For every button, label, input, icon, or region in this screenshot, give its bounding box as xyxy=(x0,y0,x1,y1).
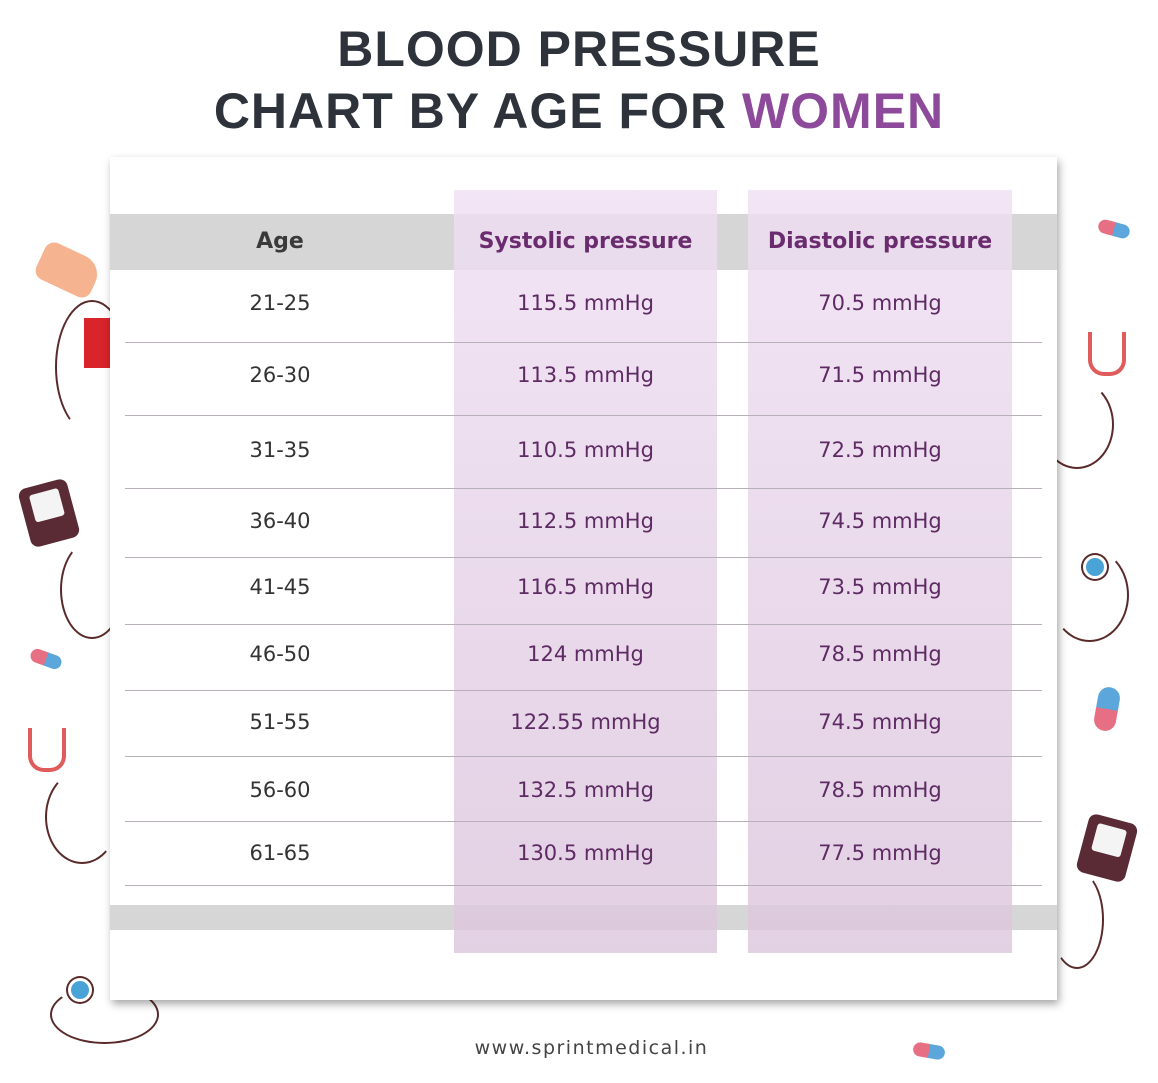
row-divider xyxy=(125,821,1042,822)
stethoscope-tube xyxy=(50,985,159,1044)
bp-table-card: Age Systolic pressure Diastolic pressure… xyxy=(110,157,1057,1000)
age-cell: 21-25 xyxy=(249,291,311,315)
title-accent: WOMEN xyxy=(741,83,945,139)
row-divider xyxy=(125,756,1042,757)
diastolic-cell: 72.5 mmHg xyxy=(818,438,942,462)
row-divider xyxy=(125,415,1042,416)
age-cell: 41-45 xyxy=(249,575,311,599)
systolic-column-highlight xyxy=(454,190,717,953)
stethoscope-tube xyxy=(45,770,119,864)
cuff-tube xyxy=(55,300,129,434)
row-divider xyxy=(125,690,1042,691)
row-divider xyxy=(125,488,1042,489)
header-age: Age xyxy=(256,229,304,254)
row-divider xyxy=(125,885,1042,886)
title-prefix: CHART BY AGE FOR xyxy=(213,83,742,139)
systolic-cell: 110.5 mmHg xyxy=(517,438,654,462)
stethoscope-icon xyxy=(28,728,66,772)
pill-icon xyxy=(28,646,64,672)
age-cell: 36-40 xyxy=(249,509,311,533)
pill-icon xyxy=(1096,218,1132,240)
hand-icon xyxy=(32,239,104,301)
diastolic-cell: 70.5 mmHg xyxy=(818,291,942,315)
systolic-cell: 130.5 mmHg xyxy=(517,841,654,865)
diastolic-cell: 71.5 mmHg xyxy=(818,363,942,387)
diastolic-cell: 74.5 mmHg xyxy=(818,509,942,533)
row-divider xyxy=(125,557,1042,558)
header-diastolic: Diastolic pressure xyxy=(767,229,993,254)
systolic-cell: 124 mmHg xyxy=(527,642,644,666)
age-cell: 26-30 xyxy=(249,363,311,387)
age-cell: 46-50 xyxy=(249,642,311,666)
bp-monitor-icon xyxy=(17,477,81,549)
diastolic-cell: 78.5 mmHg xyxy=(818,778,942,802)
stethoscope-icon xyxy=(1088,332,1126,376)
systolic-cell: 112.5 mmHg xyxy=(517,509,654,533)
title-line-2: CHART BY AGE FOR WOMEN xyxy=(0,82,1158,140)
monitor-tube xyxy=(60,540,124,639)
age-cell: 51-55 xyxy=(249,710,311,734)
systolic-cell: 113.5 mmHg xyxy=(517,363,654,387)
website-url: www.sprintmedical.in xyxy=(474,1037,709,1059)
header-systolic: Systolic pressure xyxy=(478,229,693,254)
diastolic-cell: 77.5 mmHg xyxy=(818,841,942,865)
systolic-cell: 115.5 mmHg xyxy=(517,291,654,315)
monitor-tube xyxy=(1050,870,1104,969)
diastolic-column-highlight xyxy=(748,190,1012,953)
diastolic-cell: 74.5 mmHg xyxy=(818,710,942,734)
diastolic-cell: 78.5 mmHg xyxy=(818,642,942,666)
age-cell: 56-60 xyxy=(249,778,311,802)
stethoscope-tube xyxy=(1040,380,1114,469)
systolic-cell: 122.55 mmHg xyxy=(510,710,661,734)
age-cell: 31-35 xyxy=(249,438,311,462)
stethoscope-tube xyxy=(1050,548,1129,642)
row-divider xyxy=(125,342,1042,343)
pill-icon xyxy=(1092,685,1122,733)
title-line-1: BLOOD PRESSURE xyxy=(337,21,821,77)
age-cell: 61-65 xyxy=(249,841,311,865)
systolic-cell: 132.5 mmHg xyxy=(517,778,654,802)
diastolic-cell: 73.5 mmHg xyxy=(818,575,942,599)
row-divider xyxy=(125,624,1042,625)
systolic-cell: 116.5 mmHg xyxy=(517,575,654,599)
